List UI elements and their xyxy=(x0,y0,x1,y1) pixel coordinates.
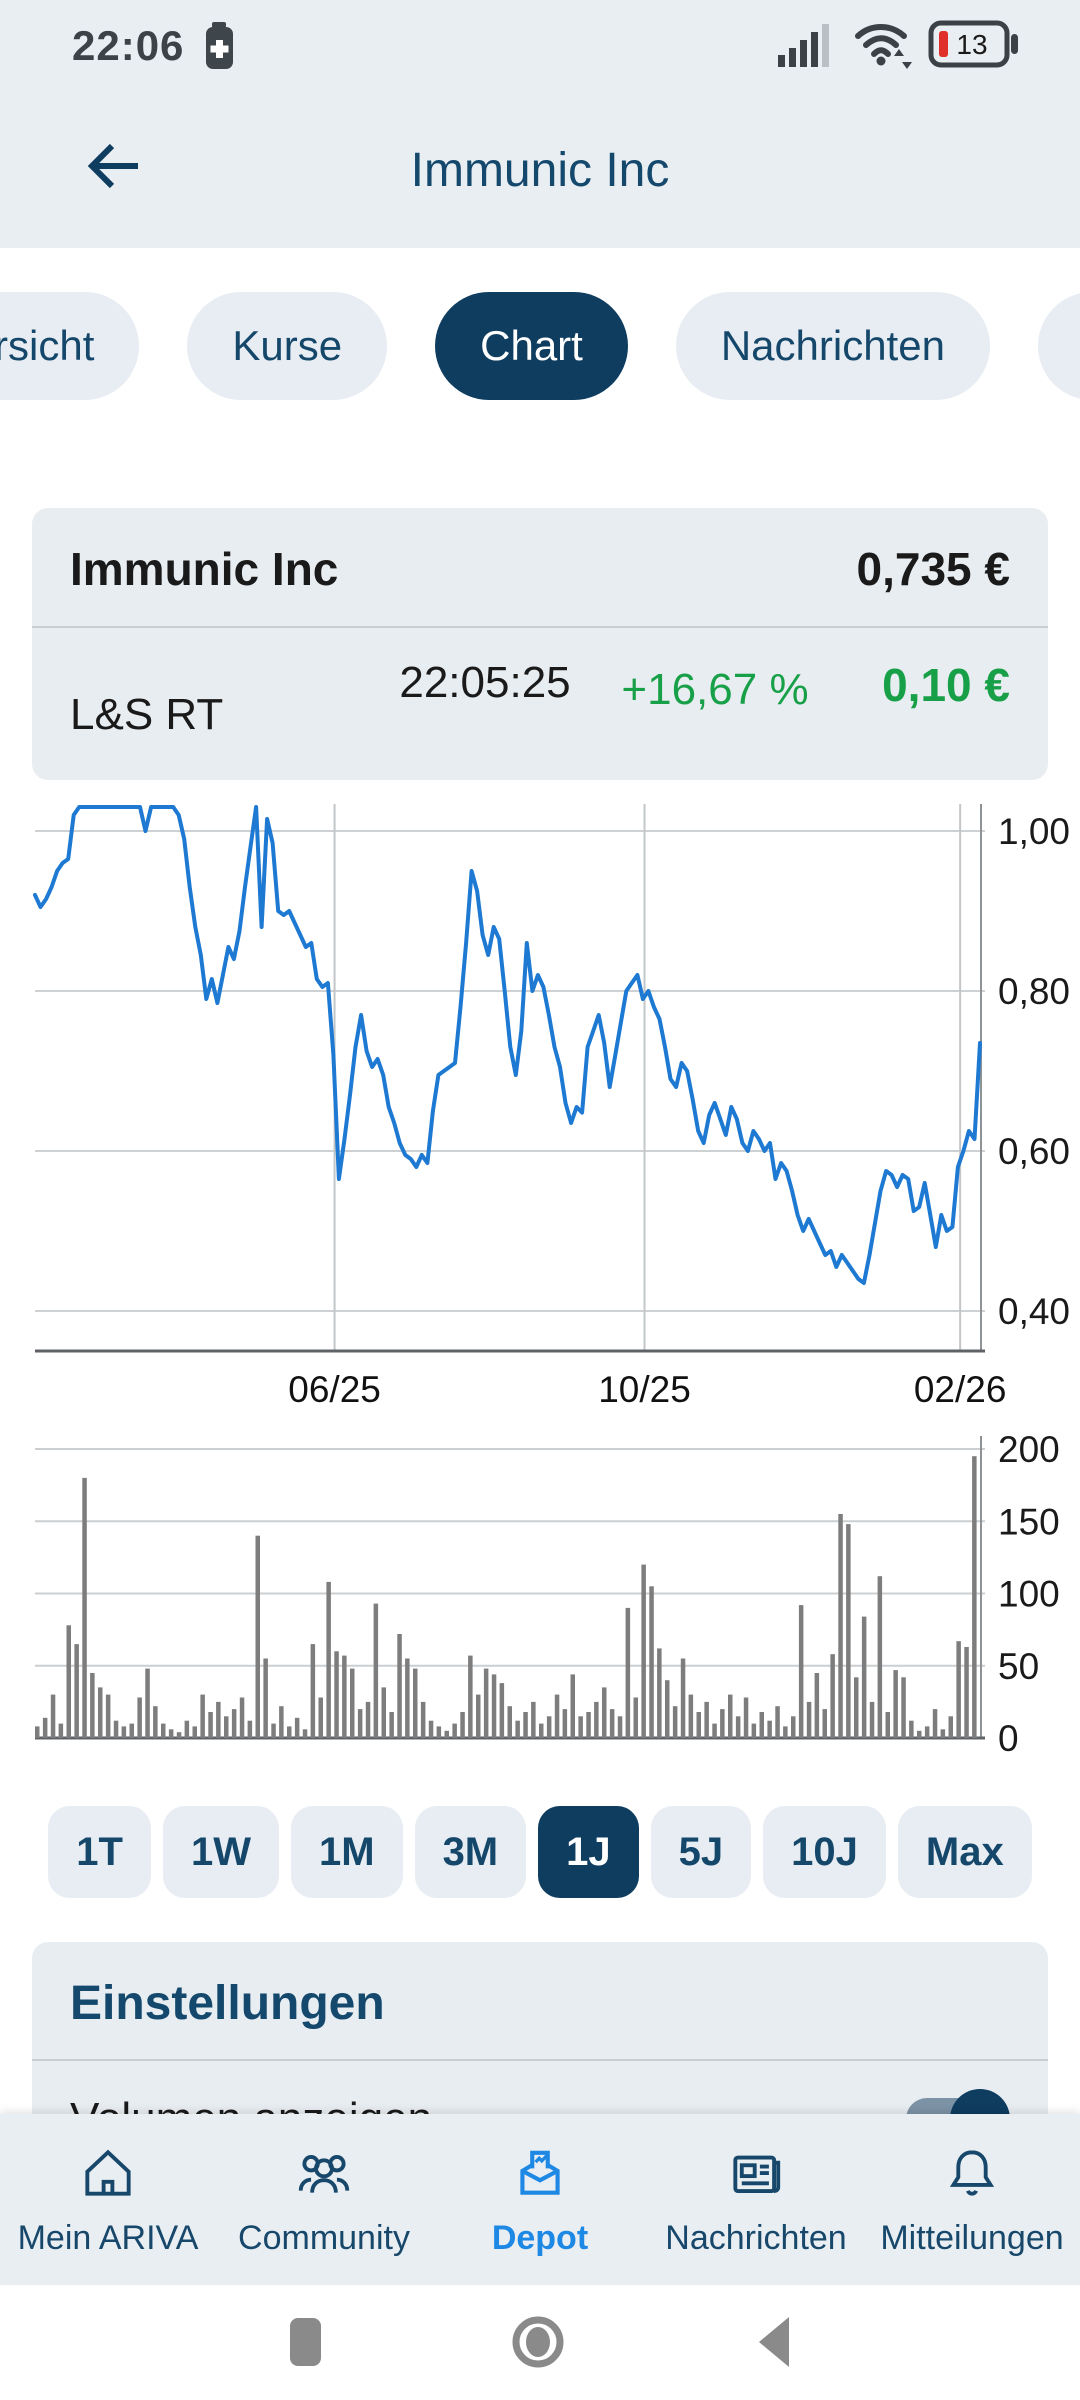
quote-time: 22:05:25 xyxy=(399,658,571,707)
range-5j[interactable]: 5J xyxy=(650,1806,752,1898)
svg-text:1,00: 1,00 xyxy=(998,811,1070,852)
instrument-name: Immunic Inc xyxy=(70,543,339,595)
nav-nachrichten[interactable]: Nachrichten xyxy=(648,2114,864,2285)
app-bar: Immunic Inc xyxy=(0,92,1080,248)
range-1t[interactable]: 1T xyxy=(48,1806,151,1898)
nav-community[interactable]: Community xyxy=(216,2114,432,2285)
quote-card: Immunic Inc 0,735 € L&S RT 22:05:25 +16,… xyxy=(32,508,1048,780)
back-arrow-icon[interactable] xyxy=(82,134,146,198)
people-icon xyxy=(293,2142,355,2209)
nav-mitteilungen[interactable]: Mitteilungen xyxy=(864,2114,1080,2285)
svg-text:0,80: 0,80 xyxy=(998,971,1070,1012)
svg-text:200: 200 xyxy=(998,1429,1060,1470)
home-button[interactable] xyxy=(493,2285,583,2400)
settings-title: Einstellungen xyxy=(70,1977,385,2030)
nav-label: Mein ARIVA xyxy=(17,2218,199,2257)
recents-button[interactable] xyxy=(260,2285,350,2400)
depot-inbox-icon xyxy=(509,2142,571,2209)
back-button[interactable] xyxy=(730,2285,820,2400)
instrument-price: 0,735 € xyxy=(856,543,1010,595)
home-icon xyxy=(77,2142,139,2209)
battery-icon: 13 xyxy=(928,18,1020,75)
tab-chart[interactable]: Chart xyxy=(435,292,628,400)
price-line-chart[interactable]: 1,00 0,80 0,60 0,40 06/25 10/25 02/26 xyxy=(0,796,1080,1416)
range-max[interactable]: Max xyxy=(897,1806,1032,1898)
battery-saver-icon xyxy=(198,18,242,74)
svg-text:0,60: 0,60 xyxy=(998,1131,1070,1172)
nav-mein-ariva[interactable]: Mein ARIVA xyxy=(0,2114,216,2285)
bell-icon xyxy=(941,2142,1003,2209)
bottom-navigation: Mein ARIVA Community Depot xyxy=(0,2114,1080,2285)
tab-uebersicht[interactable]: Übersicht xyxy=(0,292,140,400)
signal-icon xyxy=(776,19,838,74)
nav-label: Depot xyxy=(491,2218,589,2257)
divider xyxy=(32,626,1048,628)
status-icons: 13 xyxy=(776,18,1020,75)
nav-depot[interactable]: Depot xyxy=(432,2114,648,2285)
range-1w[interactable]: 1W xyxy=(162,1806,279,1898)
range-3m[interactable]: 3M xyxy=(414,1806,527,1898)
tab-nachrichten[interactable]: Nachrichten xyxy=(675,292,990,400)
nav-label: Community xyxy=(238,2218,410,2257)
volume-bar-chart[interactable]: 200 150 100 50 0 xyxy=(0,1416,1080,1766)
tab-strip: Übersicht Kurse Chart Nachrichten xyxy=(0,248,1080,400)
range-10j[interactable]: 10J xyxy=(763,1806,886,1898)
android-navigation-bar xyxy=(0,2285,1080,2400)
svg-text:0: 0 xyxy=(998,1718,1019,1759)
range-1j[interactable]: 1J xyxy=(538,1806,639,1898)
svg-text:10/25: 10/25 xyxy=(598,1369,691,1410)
svg-text:50: 50 xyxy=(998,1646,1039,1687)
tab-kurse[interactable]: Kurse xyxy=(187,292,388,400)
wifi-icon xyxy=(852,18,914,75)
svg-text:0,40: 0,40 xyxy=(998,1291,1070,1332)
svg-text:06/25: 06/25 xyxy=(288,1369,381,1410)
newspaper-icon xyxy=(725,2142,787,2209)
nav-label: Mitteilungen xyxy=(880,2218,1064,2257)
battery-percent-text: 13 xyxy=(956,29,987,60)
svg-text:150: 150 xyxy=(998,1501,1060,1542)
tab-partial-right[interactable] xyxy=(1037,292,1080,400)
page-title: Immunic Inc xyxy=(410,143,670,197)
range-selector: 1T 1W 1M 3M 1J 5J 10J Max xyxy=(0,1806,1080,1898)
quote-change-percent: +16,67 % xyxy=(621,665,809,714)
divider xyxy=(32,2059,1048,2061)
nav-label: Nachrichten xyxy=(665,2218,847,2257)
clock: 22:06 xyxy=(72,22,185,69)
svg-text:100: 100 xyxy=(998,1574,1060,1615)
status-bar: 22:06 xyxy=(0,0,1080,92)
quote-change-absolute: 0,10 € xyxy=(882,659,1010,711)
range-1m[interactable]: 1M xyxy=(290,1806,403,1898)
svg-text:02/26: 02/26 xyxy=(914,1369,1007,1410)
quote-source: L&S RT xyxy=(70,690,224,739)
